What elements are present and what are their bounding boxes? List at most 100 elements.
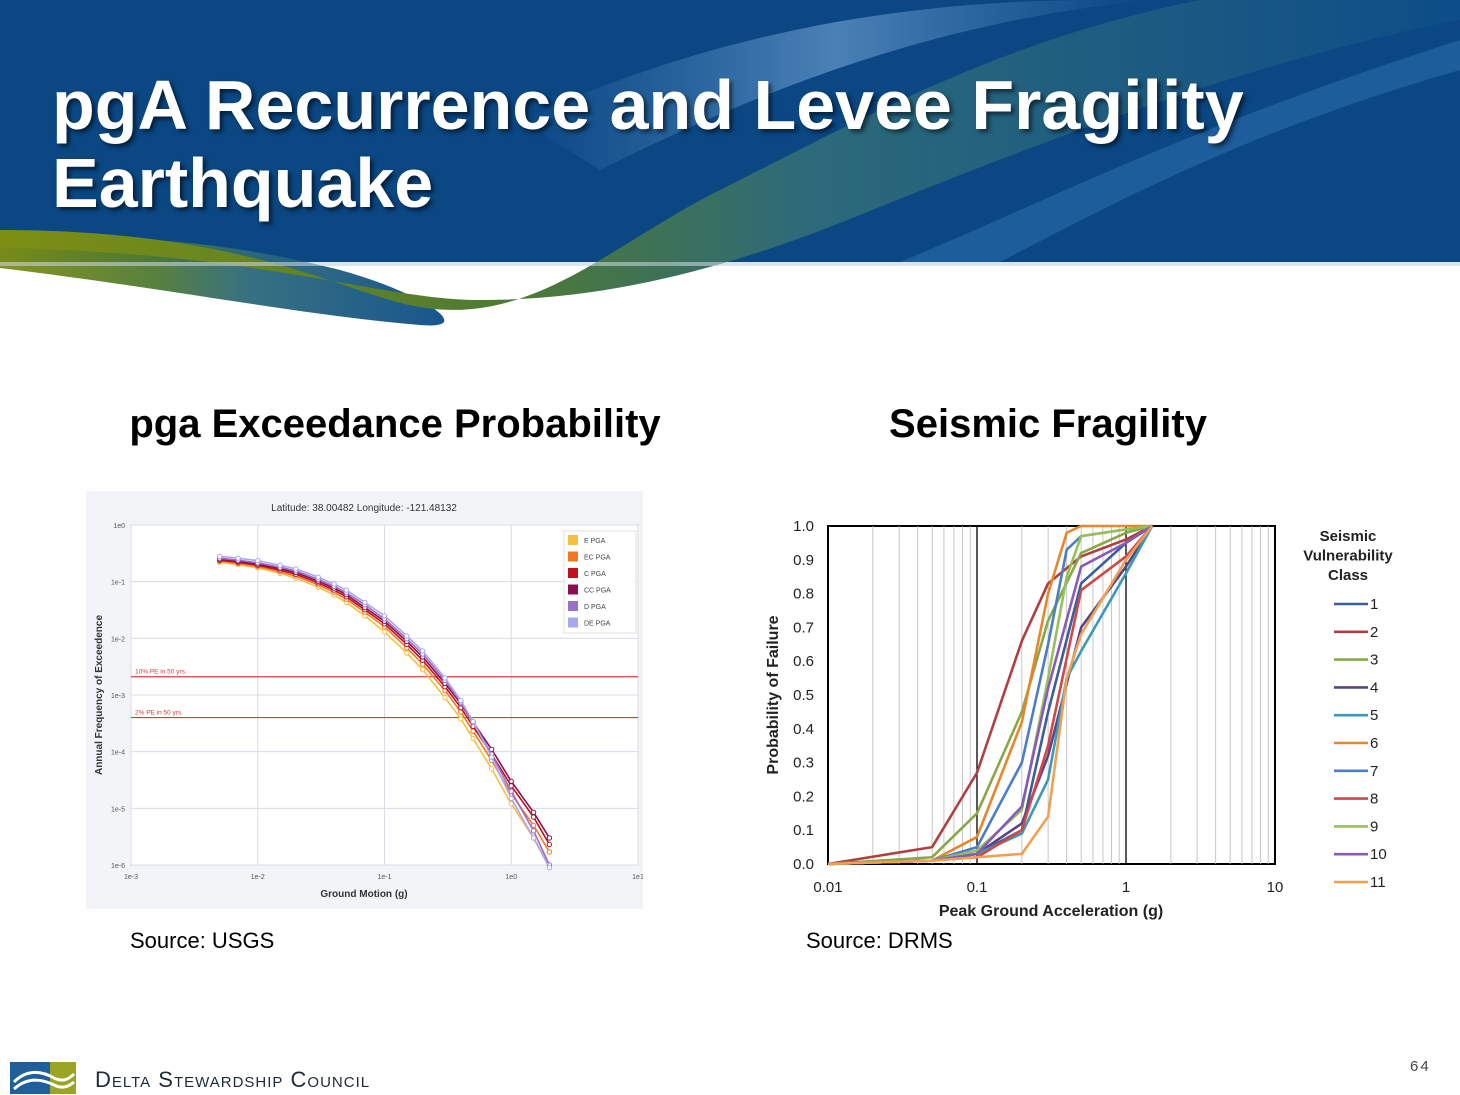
data-point	[216, 553, 223, 560]
x-tick-label: 0.1	[967, 879, 988, 896]
right-panel-heading: Seismic Fragility	[889, 402, 1207, 446]
legend-label: DE PGA	[584, 621, 611, 628]
right-source: Source: DRMS	[806, 928, 953, 953]
data-point	[530, 828, 537, 834]
data-point	[442, 694, 448, 701]
legend-label: 8	[1370, 791, 1378, 808]
y-tick-label: 0.0	[793, 856, 814, 873]
reference-line-label: 10% PE in 50 yrs.	[135, 669, 187, 676]
header-banner	[0, 0, 1460, 326]
data-point	[331, 581, 337, 587]
x-tick-label: 1	[1122, 879, 1130, 896]
x-tick-label: 0.01	[813, 879, 842, 896]
slide-title: pgA Recurrence and Levee Fragility Earth…	[52, 66, 1244, 222]
series-line	[827, 524, 1153, 866]
data-point	[546, 864, 553, 871]
legend-label: 2	[1370, 624, 1378, 641]
data-point	[458, 716, 464, 722]
data-point	[315, 574, 321, 580]
y-tick-label: 0.6	[793, 653, 814, 670]
x-axis-label: Ground Motion (g)	[320, 889, 407, 900]
series-line	[827, 525, 1154, 866]
data-point	[381, 613, 388, 619]
y-tick-label: 1e-2	[111, 636, 125, 643]
legend-label: D PGA	[584, 604, 606, 611]
legend-swatch	[568, 601, 578, 611]
data-point	[235, 555, 241, 561]
legend-label: 10	[1370, 846, 1387, 863]
data-point	[381, 629, 388, 635]
data-point	[362, 599, 368, 606]
x-tick-label: 1e-3	[124, 874, 138, 881]
data-point	[419, 666, 426, 673]
y-tick-label: 0.9	[793, 552, 814, 569]
y-tick-label: 0.8	[793, 586, 814, 603]
data-point	[293, 566, 299, 572]
hazard-curve-chart: Latitude: 38.00482 Longitude: -121.48132…	[86, 491, 643, 909]
y-tick-label: 1e-5	[111, 806, 125, 813]
legend-swatch	[568, 617, 578, 628]
chart-title: Latitude: 38.00482 Longitude: -121.48132	[271, 503, 457, 514]
slide-title-line2: Earthquake	[52, 144, 434, 222]
legend-label: 11	[1370, 874, 1386, 891]
data-point	[488, 754, 495, 760]
data-point	[530, 809, 537, 816]
organization-name: Delta Stewardship Council	[95, 1067, 371, 1092]
legend-label: E PGA	[584, 538, 606, 545]
reference-line-label: 2% PE in 50 yrs.	[135, 710, 183, 717]
legend-title: Vulnerability	[1303, 548, 1393, 565]
legend-label: EC PGA	[584, 555, 611, 562]
legend-swatch	[568, 568, 578, 578]
y-tick-label: 0.1	[793, 822, 814, 839]
legend-swatch	[568, 535, 578, 545]
data-point	[470, 718, 476, 725]
legend-label: C PGA	[584, 571, 606, 578]
y-tick-label: 0.3	[793, 755, 814, 772]
y-tick-label: 0.5	[793, 687, 814, 704]
legend-label: 5	[1370, 707, 1378, 724]
x-axis-label: Peak Ground Acceleration (g)	[939, 903, 1163, 920]
council-logo-icon	[10, 1062, 76, 1094]
data-point	[255, 557, 261, 564]
series-line	[827, 524, 1153, 866]
y-tick-label: 1.0	[793, 518, 814, 535]
y-axis-label: Probability of Failure	[765, 615, 782, 774]
legend-label: 4	[1370, 679, 1378, 696]
data-point	[508, 795, 514, 802]
x-tick-label: 1e-1	[377, 874, 391, 881]
y-axis-label: Annual Frequency of Exceedence	[94, 615, 105, 775]
legend-label: 6	[1370, 735, 1378, 752]
legend-title: Seismic	[1320, 528, 1377, 545]
data-point	[530, 835, 537, 841]
data-point	[508, 788, 514, 794]
data-point	[546, 841, 553, 848]
legend-label: CC PGA	[584, 588, 611, 595]
y-tick-label: 0.7	[793, 619, 814, 636]
x-tick-label: 1e0	[505, 874, 517, 881]
data-point	[343, 587, 350, 593]
legend-box	[563, 530, 637, 634]
y-tick-label: 1e-1	[111, 580, 125, 587]
y-tick-label: 1e-3	[111, 693, 125, 700]
data-point	[546, 835, 553, 841]
legend-swatch	[568, 551, 578, 562]
x-tick-label: 1e-2	[251, 874, 265, 881]
left-source: Source: USGS	[130, 928, 275, 953]
y-tick-label: 1e-4	[111, 750, 125, 757]
data-point	[458, 697, 464, 704]
x-tick-label: 1e1	[632, 874, 643, 881]
data-point	[277, 562, 283, 568]
legend-label: 9	[1370, 818, 1378, 835]
x-tick-label: 10	[1267, 879, 1284, 896]
legend-title: Class	[1328, 567, 1368, 584]
fragility-chart: 0.01 0.1 1 10 0.0 0.1 0.2 0.3 0.4 0.5 0.6 0.7 0.8 0.…	[765, 518, 1393, 920]
data-point	[419, 648, 426, 654]
y-tick-label: 1e0	[113, 523, 125, 530]
y-tick-label: 0.2	[793, 788, 814, 805]
y-tick-label: 1e-6	[111, 863, 125, 870]
y-tick-label: 0.4	[793, 721, 814, 738]
data-point	[404, 633, 410, 639]
data-point	[442, 675, 448, 681]
legend-label: 7	[1370, 763, 1378, 780]
series-line	[827, 524, 1153, 866]
